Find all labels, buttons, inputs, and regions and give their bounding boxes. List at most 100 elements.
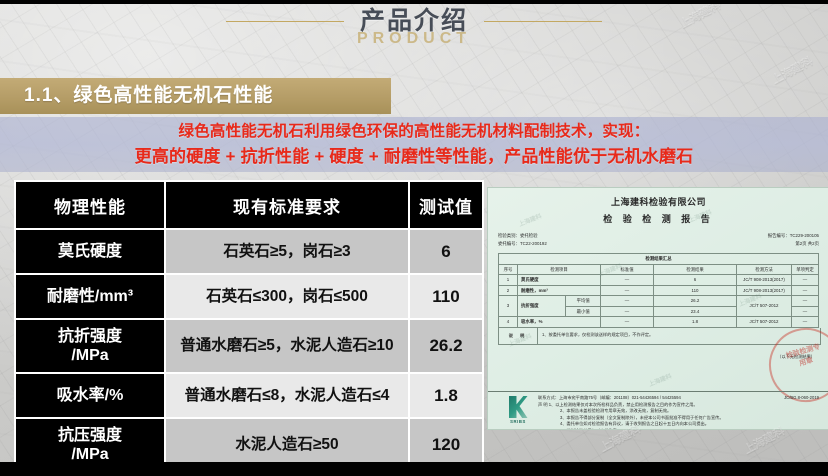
row-value: 110: [410, 275, 482, 318]
report-footer-code: JC/BG.8-060-2019: [784, 395, 819, 400]
sribs-logo-icon: [508, 396, 528, 418]
title-rule-left: [225, 21, 344, 23]
row-requirement: 普通水磨石≥5，水泥人造石≥10: [166, 320, 408, 372]
row-property-line1: 抗折强度: [57, 328, 122, 345]
header-test-value: 测试值: [410, 182, 482, 228]
slide-title-block: 产品介绍 PRODUCT: [0, 6, 828, 48]
report-cell-item: 耐磨性，mm³: [517, 284, 601, 296]
row-property: 抗折强度 /MPa: [16, 320, 164, 372]
report-band-title-row: 检测结果汇总: [498, 253, 819, 265]
seal-text: 检验检测专用章: [785, 343, 822, 368]
report-cell-no: 1: [498, 274, 518, 286]
report-meta: 检验类别：委托检验 委托编号：TC22-200192 报告编号：TC229-20…: [498, 233, 819, 249]
report-cell-result: 6: [653, 274, 737, 286]
report-declare-line: 5、送样检验结果仅对来样负责。: [560, 427, 621, 430]
report-col-judge: 单项判定: [791, 263, 819, 275]
report-meta-report-no: 报告编号：TC229-200105: [767, 233, 819, 238]
row-requirement: 石英石≤300，岗石≤500: [166, 275, 408, 318]
report-meta-type: 检验类别：委托检验: [498, 233, 538, 238]
report-footer: SRIBS 联系方式：上海市宛平南路75号（邮编：201108）021-5442…: [488, 391, 828, 430]
statement-band: 绿色高性能无机石利用绿色环保的高性能无机材料配制技术，实现： 更高的硬度 + 抗…: [0, 117, 828, 172]
performance-table: 物理性能 现有标准要求 测试值 莫氏硬度 石英石≥5，岗石≥3 6 耐磨性/mm…: [14, 180, 484, 473]
report-cell-result: 23.4: [653, 305, 737, 317]
report-declare-line: 1、以上检测结果仅对本次所检样品负责，禁止用检测报告之目的作为宣传之用。: [548, 401, 698, 407]
report-cell-subitem: 最小值: [565, 305, 601, 317]
report-declare-line: 3、本报告不得部分复制（全文复制除外），未经本公司书面批准不得用于任何广告宣传。: [560, 414, 724, 420]
report-cell-subitem: 平均值: [565, 295, 601, 307]
report-cell-std: —: [600, 305, 654, 317]
slide-watermark: 上海建科: [770, 55, 815, 87]
row-property: 莫氏硬度: [16, 230, 164, 273]
report-footer-contact: 联系方式：上海市宛平南路75号（邮编：201108）021-54426594 /…: [538, 395, 681, 400]
report-doc-title: 检 验 检 测 报 告: [603, 214, 714, 224]
table-row: 吸水率/% 普通水磨石≤8，水泥人造石≤4 1.8: [16, 374, 482, 417]
row-property-line2: /MPa: [71, 347, 109, 364]
report-footer-text: 联系方式：上海市宛平南路75号（邮编：201108）021-54426594 /…: [538, 395, 819, 430]
report-cell-result: 26.2: [653, 295, 737, 307]
report-header-row: 序号 检测项目 标准值 检测结果 检测方法 单项判定: [498, 263, 819, 275]
row-value: 1.8: [410, 374, 482, 417]
report-cell-no: 2: [498, 284, 518, 296]
row-value: 26.2: [410, 320, 482, 372]
report-row: 3 抗折强度 平均值 — 26.2 JC/T 507-2012 —: [498, 295, 819, 317]
report-cell-method: JC/T 908-2013(2017): [736, 284, 792, 296]
report-cell-std: —: [600, 274, 654, 286]
report-cell-std: —: [600, 295, 654, 307]
report-company: 上海建科检验有限公司: [610, 197, 706, 207]
row-value: 6: [410, 230, 482, 273]
report-row: 2 耐磨性，mm³ — 110 JC/T 908-2013(2017) —: [498, 284, 819, 296]
inspection-report-image: 上海建科 上海建科 上海建科 上海建科 上海建科 上海建科 上海建科检验有限公司…: [487, 187, 828, 430]
table-row: 抗折强度 /MPa 普通水磨石≥5，水泥人造石≥10 26.2: [16, 320, 482, 372]
report-results-table: 检测结果汇总 序号 检测项目 标准值 检测结果 检测方法 单项判定 1 莫氏硬度…: [498, 253, 819, 328]
report-cell-item: 莫氏硬度: [517, 274, 601, 286]
header-standard: 现有标准要求: [166, 182, 408, 228]
report-col-result: 检测结果: [653, 263, 737, 275]
bottom-letterbox-bar: [0, 462, 828, 476]
report-col-no: 序号: [498, 263, 518, 275]
report-watermark: 上海建科: [648, 373, 673, 389]
report-cell-judge: —: [791, 284, 819, 296]
report-row: 4 吸水率，% — 1.8 JC/T 507-2012 —: [498, 316, 819, 328]
report-cell-judge: —: [791, 295, 819, 307]
report-col-method: 检测方法: [736, 263, 792, 275]
report-cell-method: JC/T 507-2012: [736, 316, 792, 328]
top-letterbox-bar: [0, 0, 828, 4]
report-cell-judge: —: [791, 305, 819, 317]
section-banner-label: 1.1、绿色高性能无机石性能: [24, 85, 274, 106]
page-subtitle: PRODUCT: [356, 30, 472, 47]
report-cell-item: 吸水率，%: [517, 316, 601, 328]
table-row: 莫氏硬度 石英石≥5，岗石≥3 6: [16, 230, 482, 273]
table-header-row: 物理性能 现有标准要求 测试值: [16, 182, 482, 228]
title-rule-right: [484, 21, 603, 23]
report-col-std: 标准值: [600, 263, 654, 275]
report-cell-std: —: [600, 316, 654, 328]
report-cell-std: —: [600, 284, 654, 296]
row-property-line2: /MPa: [71, 446, 109, 463]
report-end-note: （以下无检测结果）: [777, 353, 815, 359]
report-cell-item: 抗折强度: [516, 295, 567, 317]
section-banner: 1.1、绿色高性能无机石性能: [0, 78, 391, 114]
report-declare-line: 2、本报告未盖检验检测专用章无效，涂改无效，复制无效。: [560, 408, 672, 413]
report-note-label: 说 明: [499, 327, 538, 344]
report-cell-result: 1.8: [653, 316, 737, 328]
report-logo: SRIBS: [498, 395, 538, 429]
page-title: 产品介绍: [359, 7, 468, 35]
report-logo-text: SRIBS: [510, 419, 526, 424]
statement-line-1: 绿色高性能无机石利用绿色环保的高性能无机材料配制技术，实现：: [178, 123, 650, 140]
report-cell-method: JC/T 507-2012: [736, 295, 792, 317]
row-property: 耐磨性/mm³: [16, 275, 164, 318]
row-property: 吸水率/%: [16, 374, 164, 417]
header-property: 物理性能: [16, 182, 164, 228]
report-note: 说 明 1、按委托单位要求，仅检测该送样的规定项目，不作评定。: [498, 327, 821, 345]
report-cell-method: JC/T 908-2013(2017): [736, 274, 792, 286]
report-row: 1 莫氏硬度 — 6 JC/T 908-2013(2017) —: [498, 274, 819, 286]
report-cell-judge: —: [791, 316, 819, 328]
report-cell-judge: —: [791, 274, 819, 286]
report-cell-no: 3: [498, 295, 518, 317]
report-cell-no: 4: [498, 316, 518, 328]
report-declare-line: 4、委托单位如对检验报告有异议，请于收到报告之日起十五日内向本公司提出。: [560, 421, 709, 426]
statement-line-2: 更高的硬度 + 抗折性能 + 硬度 + 耐磨性等性能，产品性能优于无机水磨石: [134, 147, 694, 166]
report-cell-result: 110: [653, 284, 737, 296]
row-property-line1: 抗压强度: [57, 427, 122, 444]
